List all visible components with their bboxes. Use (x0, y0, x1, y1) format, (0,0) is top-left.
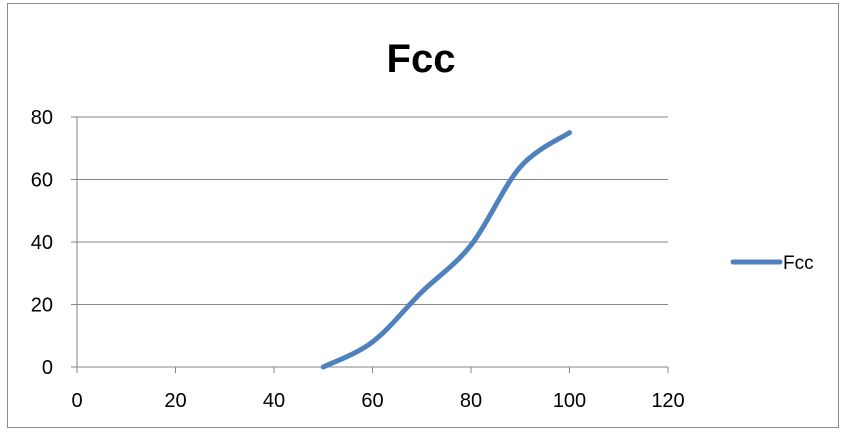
y-tick-label-20: 20 (31, 295, 53, 317)
legend: Fcc (730, 253, 814, 274)
data-point-3 (470, 244, 472, 246)
legend-label-fcc: Fcc (783, 253, 814, 274)
x-tick-label-40: 40 (263, 390, 285, 412)
axes (71, 116, 669, 373)
y-tick-label-0: 0 (42, 357, 53, 379)
x-tick-label-60: 60 (361, 390, 383, 412)
data-point-5 (569, 132, 570, 134)
gridlines (77, 116, 668, 305)
data-point-4 (519, 166, 521, 168)
x-tick-label-100: 100 (553, 390, 586, 412)
x-tick-label-120: 120 (651, 390, 684, 412)
data-point-2 (421, 291, 423, 293)
y-tick-label-40: 40 (31, 232, 53, 254)
x-tick-label-0: 0 (71, 390, 82, 412)
y-tick-label-60: 60 (31, 170, 53, 192)
x-tick-label-20: 20 (164, 390, 186, 412)
series-lines (320, 130, 572, 370)
data-point-0 (322, 366, 324, 368)
x-axis-ticks: 0 20 40 60 80 100 120 (71, 390, 684, 412)
y-tick-label-80: 80 (31, 107, 53, 129)
data-point-1 (372, 341, 373, 343)
x-tick-label-80: 80 (460, 390, 482, 412)
chart-title: Fcc (387, 37, 456, 81)
y-axis-ticks: 0 20 40 60 80 (31, 107, 53, 379)
chart-border (7, 3, 839, 428)
